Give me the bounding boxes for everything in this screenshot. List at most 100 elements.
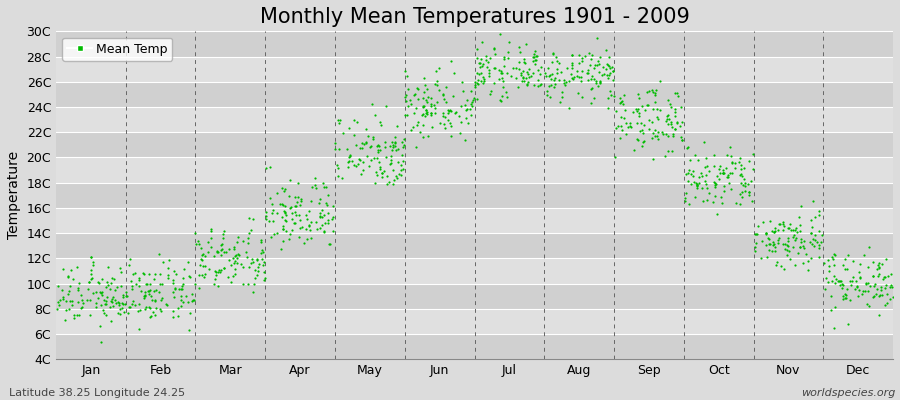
Point: [96, 297, 111, 303]
Point: [304, 198, 319, 204]
Point: [230, 255, 244, 261]
Point: [140, 288, 155, 295]
Point: [770, 259, 785, 266]
Point: [161, 272, 176, 278]
Bar: [56, 82, 893, 107]
Point: [410, 96, 425, 102]
Point: [725, 160, 740, 166]
Point: [878, 274, 892, 280]
Point: [533, 81, 547, 88]
Point: [827, 325, 842, 332]
Point: [868, 290, 883, 297]
Point: [122, 303, 136, 310]
Point: [309, 185, 323, 192]
Point: [583, 86, 598, 92]
Point: [504, 73, 518, 79]
Point: [778, 246, 792, 252]
Point: [655, 130, 670, 137]
Point: [60, 274, 75, 280]
Point: [796, 245, 811, 251]
Point: [781, 238, 796, 244]
Point: [60, 290, 75, 297]
Point: [430, 99, 445, 105]
Point: [737, 188, 751, 194]
Point: [866, 294, 880, 300]
Point: [464, 100, 479, 107]
Point: [105, 294, 120, 300]
Point: [683, 157, 698, 163]
Point: [680, 145, 695, 151]
Point: [322, 241, 337, 248]
Point: [100, 294, 114, 300]
Point: [372, 158, 386, 165]
Point: [193, 262, 207, 268]
Point: [807, 243, 822, 249]
Point: [86, 259, 100, 266]
Point: [514, 70, 528, 76]
Point: [320, 200, 334, 207]
Point: [468, 84, 482, 90]
Point: [745, 150, 760, 157]
Point: [780, 225, 795, 231]
Point: [400, 112, 414, 118]
Point: [475, 80, 490, 86]
Point: [552, 60, 566, 66]
Point: [763, 241, 778, 247]
Point: [641, 101, 655, 108]
Point: [303, 235, 318, 241]
Point: [687, 178, 701, 185]
Point: [665, 148, 680, 154]
Point: [872, 312, 886, 318]
Point: [495, 75, 509, 82]
Point: [497, 56, 511, 63]
Point: [488, 64, 502, 71]
Point: [455, 88, 470, 94]
Point: [418, 110, 433, 116]
Point: [149, 287, 164, 294]
Point: [616, 115, 631, 122]
Point: [258, 209, 273, 216]
Point: [312, 210, 327, 216]
Point: [540, 88, 554, 94]
Point: [56, 296, 70, 302]
Point: [793, 244, 807, 250]
Point: [256, 276, 271, 283]
Point: [185, 297, 200, 303]
Point: [734, 180, 748, 186]
Point: [710, 211, 724, 218]
Point: [182, 327, 196, 333]
Point: [809, 239, 824, 246]
Point: [104, 280, 118, 286]
Point: [183, 274, 197, 280]
Point: [670, 120, 685, 126]
Bar: [56, 309, 893, 334]
Point: [112, 311, 127, 318]
Point: [698, 154, 713, 161]
Point: [292, 211, 306, 218]
Point: [470, 46, 484, 52]
Point: [289, 203, 303, 210]
Point: [748, 244, 762, 250]
Point: [321, 220, 336, 226]
Point: [564, 75, 579, 81]
Point: [646, 156, 661, 162]
Point: [666, 131, 680, 138]
Point: [267, 230, 282, 237]
Point: [814, 239, 828, 245]
Point: [737, 164, 751, 171]
Point: [511, 84, 526, 90]
Point: [841, 320, 855, 327]
Point: [634, 103, 649, 109]
Point: [398, 94, 412, 100]
Point: [480, 64, 494, 70]
Point: [767, 229, 781, 236]
Point: [262, 217, 276, 224]
Point: [544, 82, 558, 88]
Point: [675, 137, 689, 143]
Point: [190, 238, 204, 244]
Point: [439, 99, 454, 106]
Point: [83, 312, 97, 318]
Point: [409, 105, 423, 111]
Point: [99, 284, 113, 290]
Point: [580, 77, 595, 83]
